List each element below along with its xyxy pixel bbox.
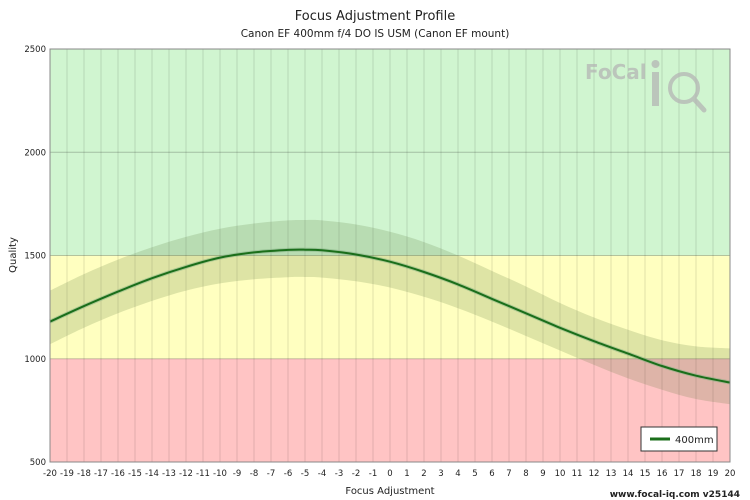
y-tick-labels: 500 1000 1500 2000 2500 [24,45,46,468]
y-axis-label: Quality [8,237,19,273]
plot-frame [49,48,731,463]
quality-band-2 [50,49,730,256]
x-axis-label: Focus Adjustment [345,486,434,497]
x-tick-label: -7 [267,469,275,479]
x-tick-label: -12 [179,469,193,479]
series-0-line [49,248,731,384]
svg-text:FoCal: FoCal [585,60,647,84]
x-tick-label: -8 [250,469,258,479]
x-tick-label: -19 [60,469,74,479]
x-tick-label: 4 [455,469,460,479]
chart-subtitle: Canon EF 400mm f/4 DO IS USM (Canon EF m… [241,28,510,40]
x-tick-label: 10 [555,469,566,479]
y-tick-label: 1000 [24,355,46,365]
series-0-confidence-band [50,219,730,405]
x-tick-label: -14 [145,469,159,479]
focal-iq-logo: FoCal [585,60,707,113]
x-tick-label: 2 [421,469,426,479]
quality-bands [50,49,730,462]
x-tick-label: -9 [233,469,241,479]
x-tick-label: -2 [352,469,360,479]
x-tick-labels: -20 -19 -18 -17 -16 -15 -14 -13 -12 -11 -10 -9 -8 -7-… [43,469,735,479]
x-tick-label: -18 [77,469,91,479]
x-tick-label: -20 [43,469,57,479]
x-tick-label: -13 [162,469,176,479]
x-tick-label: 11 [572,469,583,479]
y-tick-label: 2500 [24,45,46,55]
x-tick-label: -4 [318,469,326,479]
x-tick-label: 16 [657,469,668,479]
x-tick-label: -16 [111,469,125,479]
x-tick-label: 9 [540,469,545,479]
x-tick-label: -5 [301,469,309,479]
x-tick-label: 20 [725,469,736,479]
x-tick-label: 13 [606,469,617,479]
x-tick-label: 14 [623,469,634,479]
x-tick-label: -11 [196,469,210,479]
x-tick-label: -3 [335,469,343,479]
x-tick-label: 6 [489,469,494,479]
x-tick-label: 8 [523,469,528,479]
x-tick-label: 19 [708,469,719,479]
x-tick-label: 18 [691,469,702,479]
legend: 400mm [640,426,718,452]
y-tick-label: 500 [30,458,46,468]
x-tick-label: 0 [387,469,392,479]
x-tick-label: 7 [506,469,511,479]
x-tick-label: -15 [128,469,142,479]
x-tick-label: 5 [472,469,477,479]
y-tick-label: 1500 [24,252,46,262]
series-layer [49,219,731,405]
x-tick-label: -1 [369,469,377,479]
x-tick-label: 15 [640,469,651,479]
x-tick-label: 17 [674,469,685,479]
chart-title: Focus Adjustment Profile [295,9,455,24]
x-tick-label: 3 [438,469,443,479]
y-tick-label: 2000 [24,148,46,158]
x-tick-label: -6 [284,469,292,479]
x-tick-label: 1 [404,469,409,479]
vertical-gridlines [49,49,731,462]
watermark-text: www.focal-iq.com v25144 [610,490,740,500]
legend-label-400mm: 400mm [675,435,714,446]
x-tick-label: -10 [213,469,227,479]
x-tick-label: 12 [589,469,600,479]
x-tick-label: -17 [94,469,108,479]
quality-band-0 [50,358,730,462]
